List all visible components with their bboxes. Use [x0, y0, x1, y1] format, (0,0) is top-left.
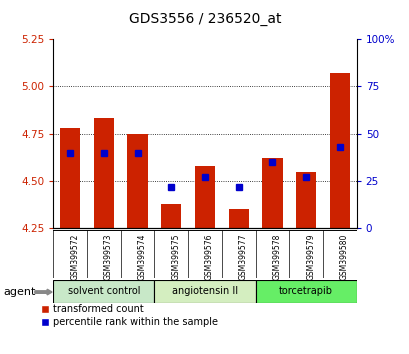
Text: GSM399572: GSM399572 — [70, 234, 79, 280]
Text: angiotensin II: angiotensin II — [171, 286, 238, 296]
Bar — [94, 119, 114, 228]
Text: GSM399580: GSM399580 — [339, 234, 348, 280]
Text: agent: agent — [3, 287, 36, 297]
Bar — [60, 128, 80, 228]
Text: GSM399575: GSM399575 — [171, 234, 180, 280]
Text: GSM399574: GSM399574 — [137, 234, 146, 280]
Legend: transformed count, percentile rank within the sample: transformed count, percentile rank withi… — [41, 304, 217, 327]
Text: GSM399579: GSM399579 — [306, 234, 315, 280]
Text: GDS3556 / 236520_at: GDS3556 / 236520_at — [128, 12, 281, 27]
Text: GSM399577: GSM399577 — [238, 234, 247, 280]
Bar — [194, 166, 215, 228]
Bar — [161, 204, 181, 228]
Bar — [255, 280, 356, 303]
Bar — [329, 73, 349, 228]
Text: GSM399573: GSM399573 — [103, 234, 112, 280]
Bar — [295, 172, 315, 228]
Text: torcetrapib: torcetrapib — [279, 286, 333, 296]
Text: GSM399576: GSM399576 — [204, 234, 213, 280]
Bar — [228, 210, 248, 228]
Bar — [262, 158, 282, 228]
Bar — [53, 280, 154, 303]
Text: GSM399578: GSM399578 — [272, 234, 281, 280]
Text: solvent control: solvent control — [67, 286, 140, 296]
Bar — [127, 134, 147, 228]
Bar — [154, 280, 255, 303]
